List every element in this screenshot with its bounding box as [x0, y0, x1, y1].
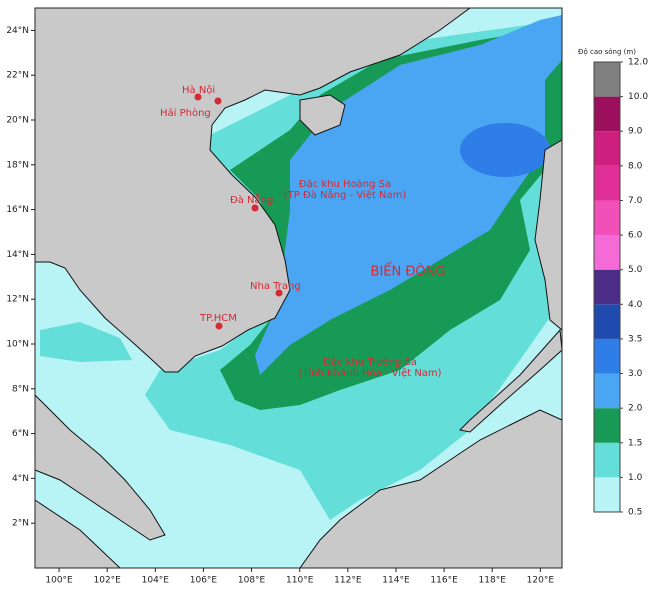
- map-frame: [34, 7, 563, 569]
- colorbar-band: [594, 442, 620, 478]
- colorbar-tick-label: 9.0: [628, 127, 643, 137]
- wave-zone: [255, 15, 562, 375]
- x-tick-label: 102°E: [94, 576, 122, 586]
- sea-label: BIỂN ĐÔNG: [371, 263, 446, 280]
- city-marker: [214, 97, 222, 105]
- region-label: Đặc khu Hoàng Sa: [299, 178, 391, 190]
- y-tick-label: 16°N: [6, 205, 29, 215]
- x-tick-label: 114°E: [382, 576, 410, 586]
- y-tick-label: 12°N: [6, 295, 29, 305]
- peninsula: [34, 393, 166, 541]
- x-tick-label: 110°E: [286, 576, 314, 586]
- place-label: Hà Nội: [182, 84, 215, 96]
- city-marker: [251, 204, 259, 212]
- colorbar-tick-label: 6.0: [628, 231, 643, 241]
- city-marker: [194, 93, 202, 101]
- y-tick-label: 10°N: [6, 340, 29, 350]
- x-tick-label: 116°E: [430, 576, 458, 586]
- colorbar-frame: [593, 61, 621, 513]
- colorbar-tick-label: 4.0: [628, 300, 643, 310]
- colorbar-tick-label: 3.5: [628, 334, 642, 344]
- x-tick-label: 106°E: [190, 576, 218, 586]
- map: Hà Nội Hải Phòng Đà Nẵng Nha Trang TP.HC…: [34, 7, 563, 569]
- wave-zone: [460, 123, 550, 177]
- x-tick-label: 118°E: [479, 576, 507, 586]
- colorbar-tick-label: 1.5: [628, 438, 642, 448]
- y-tick-label: 18°N: [6, 160, 29, 170]
- colorbar-title: Độ cao sóng (m): [578, 48, 636, 56]
- y-tick-label: 8°N: [12, 384, 29, 394]
- colorbar-band: [594, 62, 620, 97]
- y-tick-label: 14°N: [6, 250, 29, 260]
- colorbar-band: [594, 96, 620, 132]
- city-marker: [275, 289, 283, 297]
- y-tick-label: 22°N: [6, 71, 29, 81]
- place-label: Đà Nẵng: [230, 193, 273, 206]
- colorbar-band: [594, 408, 620, 443]
- colorbar-band: [594, 304, 620, 339]
- colorbar-tick-label: 5.0: [628, 265, 643, 275]
- colorbar-tick-label: 8.0: [628, 161, 643, 171]
- colorbar-band: [594, 338, 620, 374]
- place-label: TP.HCM: [199, 313, 237, 324]
- island: [458, 328, 563, 433]
- place-label: Nha Trang: [250, 281, 301, 292]
- place-label: Hải Phòng: [160, 107, 211, 119]
- x-tick-label: 108°E: [238, 576, 266, 586]
- colorbar-tick-label: 3.0: [628, 369, 643, 379]
- colorbar-band: [594, 165, 620, 201]
- region-label: (TP Đà Nẵng - Việt Nam): [284, 188, 407, 201]
- region-label: Đặc khu Trường Sa: [323, 356, 417, 368]
- x-tick-label: 120°E: [527, 576, 555, 586]
- colorbar-tick-label: 12.0: [628, 58, 648, 68]
- colorbar-tick-label: 7.0: [628, 196, 643, 206]
- wave-zone: [40, 322, 132, 362]
- x-tick-label: 104°E: [142, 576, 170, 586]
- colorbar-tick-label: 0.5: [628, 508, 642, 518]
- colorbar-band: [594, 131, 620, 166]
- colorbar-tick-label: 10.0: [628, 92, 648, 102]
- y-tick-label: 20°N: [6, 116, 29, 126]
- city-marker: [215, 322, 223, 330]
- colorbar-band: [594, 200, 620, 236]
- colorbar-band: [594, 269, 620, 305]
- colorbar-tick-label: 1.0: [628, 473, 643, 483]
- island: [299, 94, 346, 136]
- x-tick-label: 112°E: [334, 576, 362, 586]
- colorbar-band: [594, 373, 620, 409]
- y-tick-label: 6°N: [12, 429, 29, 439]
- y-tick-label: 24°N: [6, 26, 29, 36]
- colorbar-tick-label: 2.0: [628, 404, 643, 414]
- x-tick-label: 100°E: [45, 576, 73, 586]
- y-tick-label: 4°N: [12, 474, 29, 484]
- colorbar-band: [594, 235, 620, 270]
- city-markers: [194, 93, 283, 330]
- region-label: (Tỉnh Khánh Hòa - Việt Nam): [298, 367, 441, 379]
- y-tick-label: 2°N: [12, 519, 29, 529]
- colorbar-band: [594, 477, 620, 512]
- mainland: [34, 7, 472, 373]
